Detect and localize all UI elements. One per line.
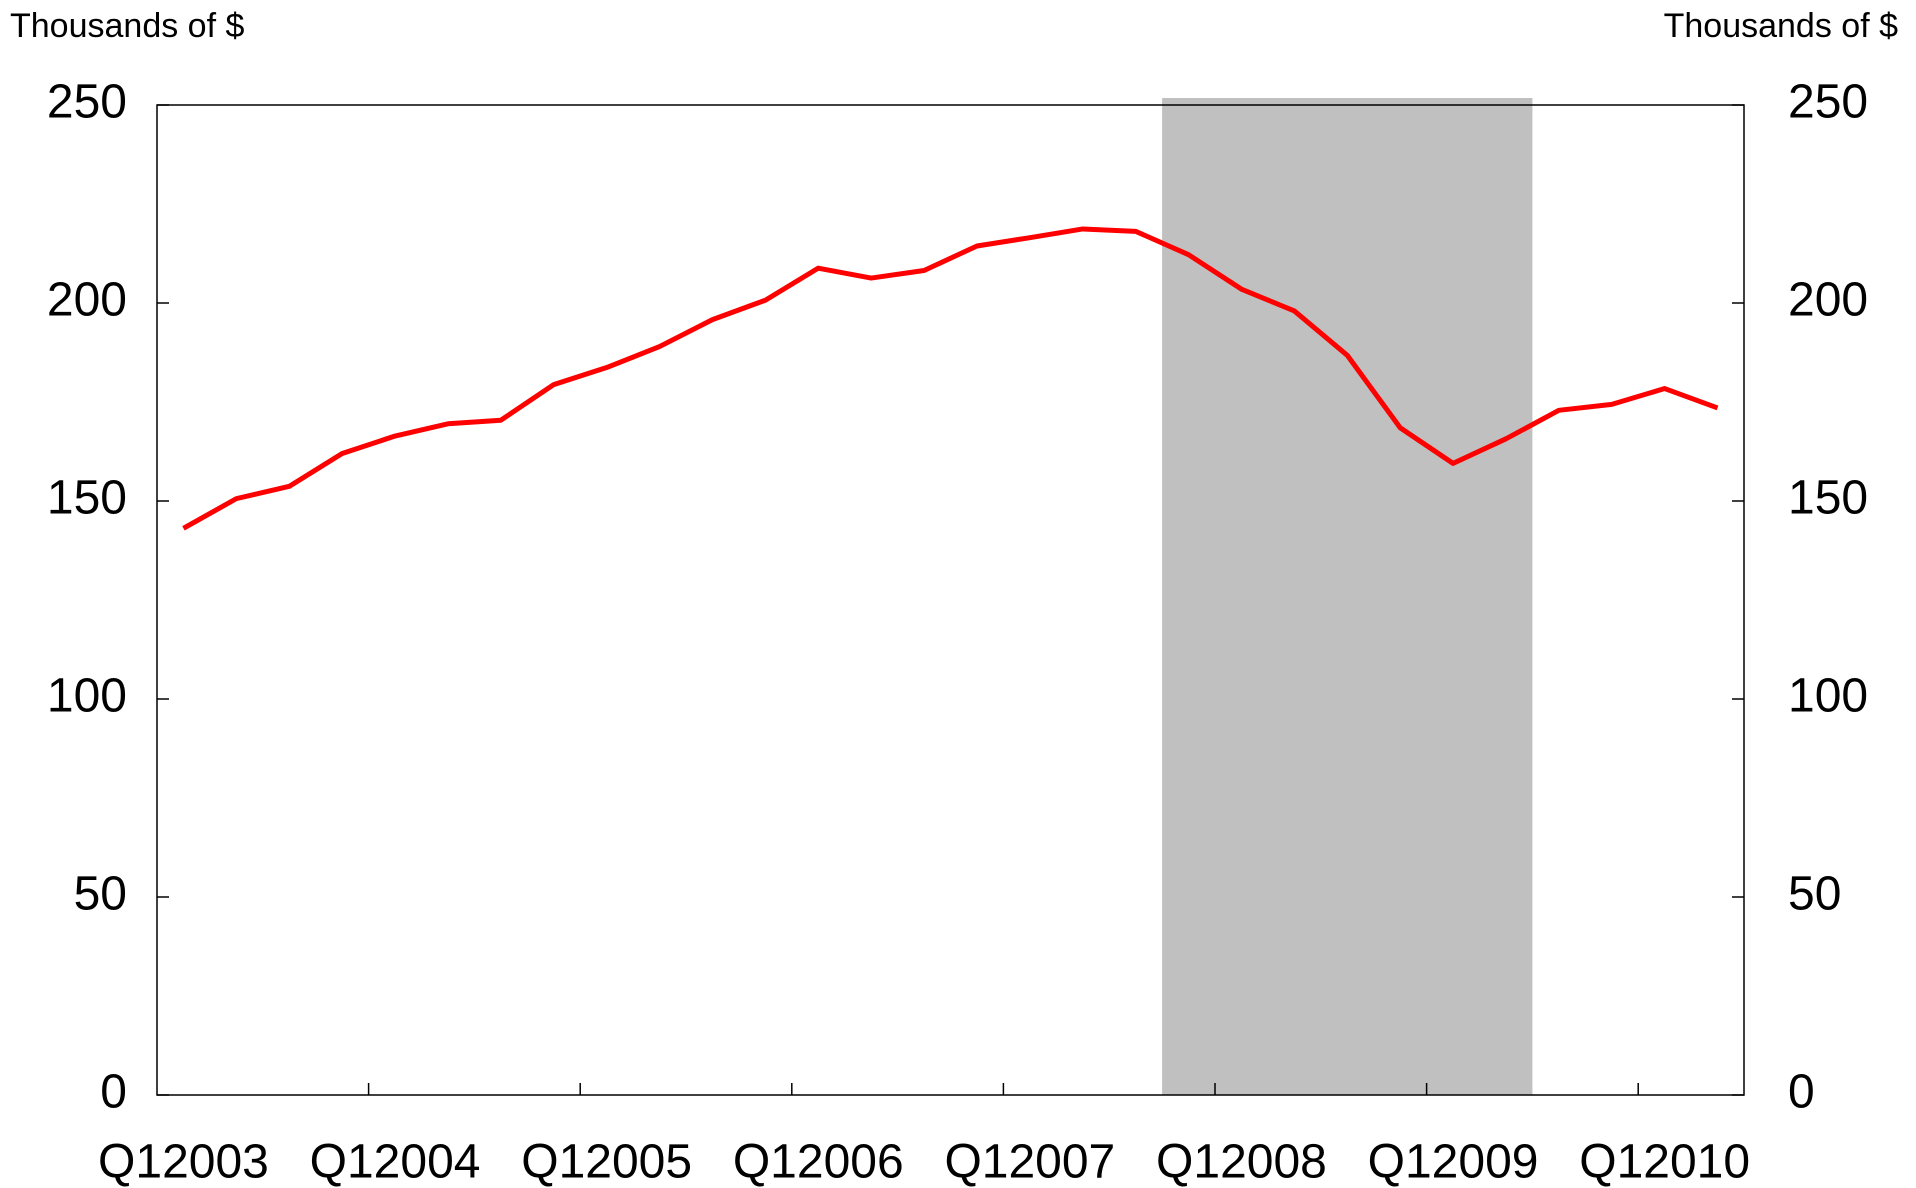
x-tick-label: Q12008 [1156,1136,1327,1188]
y2-tick-label: 250 [1788,76,1868,129]
y-tick-label: 250 [47,76,127,129]
y2-tick-label: 0 [1788,1066,1815,1119]
data-line [182,226,1719,531]
y-tick-label: 200 [47,274,127,327]
y2-tick-label: 150 [1788,472,1868,525]
y-tick-label: 150 [47,472,127,525]
y2-tick-label: 100 [1788,670,1868,723]
y-axis-title: Thousands of $ [10,7,244,45]
shaded-period [1162,98,1533,1095]
x-tick-label: Q12007 [944,1136,1115,1188]
y2-axis-title: Thousands of $ [1664,7,1898,45]
x-tick-label: Q12010 [1579,1136,1750,1188]
x-tick-label: Q12003 [98,1136,269,1188]
x-tick-label: Q12005 [521,1136,692,1188]
y-tick-label: 0 [100,1066,127,1119]
x-tick-label: Q12009 [1368,1136,1539,1188]
y2-tick-label: 50 [1788,868,1841,921]
x-tick-label: Q12004 [310,1136,481,1188]
y-tick-label: 50 [74,868,127,921]
y-tick-label: 100 [47,670,127,723]
x-tick-label: Q12006 [733,1136,904,1188]
y2-tick-label: 200 [1788,274,1868,327]
